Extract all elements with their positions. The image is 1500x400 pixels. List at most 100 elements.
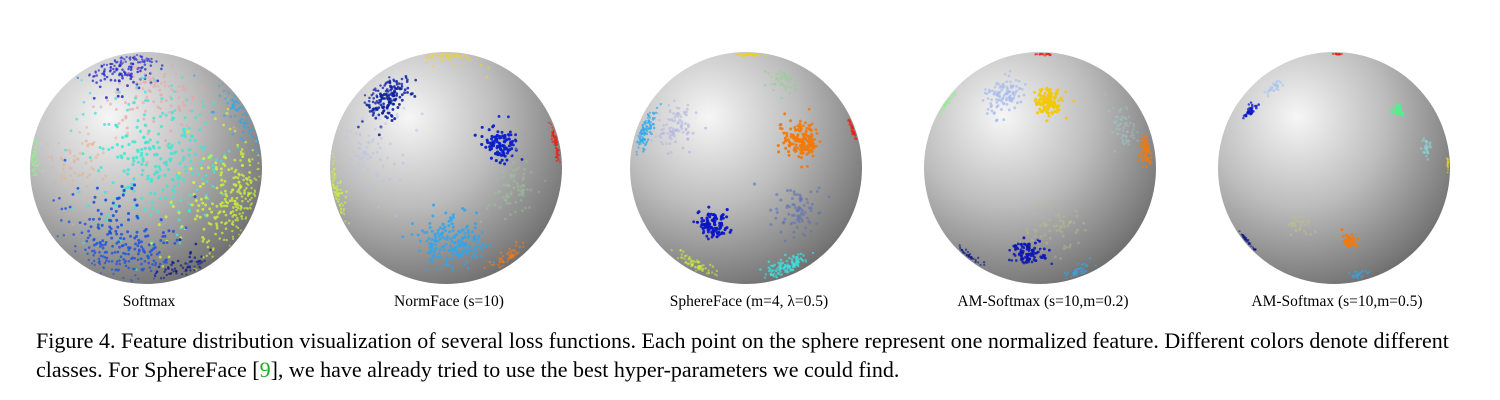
feature-point <box>30 160 33 163</box>
feature-point <box>374 101 377 105</box>
feature-point <box>1062 225 1066 229</box>
feature-point <box>1117 123 1121 127</box>
feature-point <box>101 72 104 75</box>
feature-point <box>144 141 148 145</box>
feature-point <box>96 153 100 157</box>
feature-point <box>813 144 816 148</box>
feature-point <box>218 94 222 97</box>
feature-point <box>382 97 385 100</box>
feature-point <box>454 233 457 237</box>
feature-point <box>804 226 808 230</box>
feature-point <box>1289 233 1293 237</box>
feature-point <box>445 256 449 260</box>
feature-point <box>954 91 957 94</box>
feature-point <box>1059 96 1063 100</box>
feature-point <box>204 174 208 178</box>
feature-point <box>793 87 797 91</box>
feature-point <box>705 216 709 220</box>
feature-point <box>386 111 390 115</box>
feature-point <box>157 132 161 136</box>
feature-point <box>1247 103 1251 106</box>
feature-point <box>101 243 105 247</box>
feature-point <box>88 156 92 160</box>
feature-point <box>211 184 215 188</box>
feature-point <box>149 241 153 245</box>
feature-point <box>671 119 675 123</box>
feature-point <box>460 237 464 240</box>
feature-point <box>537 190 541 194</box>
feature-point <box>444 53 447 56</box>
feature-point <box>151 76 155 80</box>
feature-point <box>236 190 239 193</box>
feature-point <box>212 110 216 114</box>
feature-point <box>84 248 87 251</box>
feature-point <box>668 142 672 146</box>
feature-point <box>1055 110 1059 114</box>
feature-point <box>805 197 809 201</box>
feature-point <box>1252 248 1255 251</box>
feature-point <box>387 109 391 113</box>
feature-point <box>488 260 492 264</box>
feature-point <box>418 239 422 243</box>
feature-point <box>791 142 795 146</box>
feature-point <box>254 144 257 148</box>
feature-point <box>156 79 160 83</box>
feature-point <box>715 217 719 221</box>
feature-point <box>519 198 523 202</box>
feature-point <box>107 260 111 263</box>
feature-point <box>464 244 468 248</box>
feature-point <box>494 137 498 141</box>
feature-point <box>811 154 815 158</box>
feature-cluster <box>1238 230 1257 251</box>
feature-point <box>1125 121 1129 125</box>
feature-point <box>1104 93 1107 96</box>
feature-point <box>428 221 432 225</box>
feature-point <box>154 263 157 267</box>
feature-point <box>692 220 696 224</box>
feature-point <box>177 171 181 175</box>
feature-point <box>1124 105 1128 109</box>
feature-point <box>444 260 448 264</box>
feature-point <box>135 268 138 271</box>
feature-point <box>119 255 123 259</box>
feature-point <box>447 249 451 253</box>
feature-point <box>521 193 525 197</box>
feature-point <box>363 94 367 97</box>
feature-point <box>705 234 709 238</box>
feature-point <box>371 113 375 117</box>
feature-point <box>146 174 150 178</box>
feature-point <box>509 173 513 177</box>
feature-point <box>447 263 451 267</box>
feature-point <box>345 190 348 193</box>
feature-cluster <box>192 74 260 155</box>
feature-point <box>193 269 196 272</box>
feature-point <box>804 258 807 262</box>
feature-point <box>357 125 360 129</box>
feature-point <box>1045 109 1049 113</box>
feature-point <box>376 174 380 178</box>
feature-point <box>1002 102 1006 106</box>
feature-point <box>474 211 478 215</box>
feature-point <box>187 126 191 130</box>
feature-point <box>1121 129 1125 133</box>
feature-point <box>1083 271 1086 275</box>
feature-point <box>173 109 177 113</box>
feature-point <box>226 90 229 93</box>
feature-cluster <box>735 52 768 59</box>
feature-point <box>136 61 140 64</box>
feature-point <box>139 69 142 73</box>
feature-point <box>248 198 252 201</box>
feature-point <box>797 206 801 210</box>
feature-cluster <box>424 52 490 79</box>
citation-link[interactable]: 9 <box>259 357 271 382</box>
feature-point <box>690 264 694 268</box>
feature-point <box>501 134 505 138</box>
feature-point <box>713 273 717 276</box>
feature-point <box>1045 98 1049 102</box>
feature-point <box>72 233 76 236</box>
feature-point <box>804 129 808 133</box>
feature-point <box>33 164 37 167</box>
feature-point <box>779 74 783 77</box>
feature-point <box>142 267 146 271</box>
feature-point <box>1080 263 1084 267</box>
